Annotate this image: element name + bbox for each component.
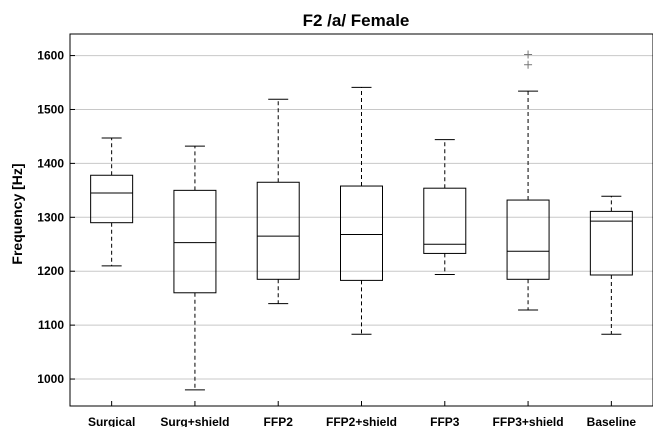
chart-title: F2 /a/ Female — [303, 11, 410, 30]
iqr-box — [589, 210, 633, 276]
plot-frame — [69, 33, 653, 407]
iqr-box — [90, 174, 134, 224]
iqr-box — [256, 181, 300, 280]
plot-area — [90, 50, 633, 391]
box-baseline — [589, 195, 633, 335]
y-tick-label: 1500 — [37, 102, 64, 116]
outlier-marker — [524, 50, 533, 59]
x-tick-label: FFP2+shield — [326, 415, 397, 427]
x-tick-label: FFP3+shield — [493, 415, 564, 427]
box-ffp2 — [256, 98, 300, 305]
x-tick-label: Baseline — [587, 415, 637, 427]
y-tick-label: 1600 — [37, 49, 64, 63]
y-axis-label: Frequency [Hz] — [9, 163, 25, 264]
iqr-box — [506, 199, 550, 280]
x-tick-label: Surgical — [88, 415, 135, 427]
box-surg-shield — [173, 145, 217, 391]
iqr-box — [173, 189, 217, 294]
box-surgical — [90, 137, 134, 267]
y-tick-label: 1000 — [37, 372, 64, 386]
iqr-box — [423, 187, 467, 254]
outlier-marker — [524, 60, 533, 69]
x-tick-label: FFP2 — [264, 415, 294, 427]
x-tick-label: FFP3 — [430, 415, 460, 427]
y-tick-label: 1100 — [38, 318, 64, 332]
box-ffp3-shield — [506, 50, 550, 311]
y-tick-label: 1300 — [37, 210, 64, 224]
y-tick-label: 1400 — [37, 156, 64, 170]
iqr-box — [340, 185, 383, 281]
box-ffp2-shield — [340, 86, 383, 335]
tick-labels: 1000 1100 1200 1300 1400 1500 1600 Surgical Surg… — [37, 49, 636, 427]
box-ffp3 — [423, 139, 467, 275]
y-tick-label: 1200 — [37, 264, 64, 278]
x-tick-label: Surg+shield — [160, 415, 229, 427]
